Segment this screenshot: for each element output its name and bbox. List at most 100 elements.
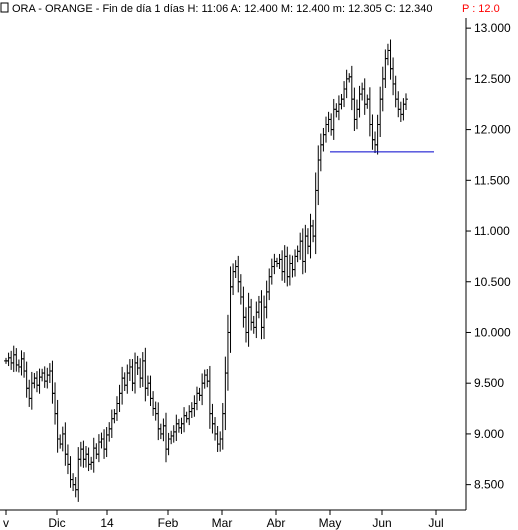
price-bar: [280, 250, 285, 281]
price-bar: [84, 445, 88, 468]
price-bar: [259, 290, 264, 340]
price-bar: [321, 127, 326, 152]
price-bar: [109, 409, 114, 438]
price-bar: [16, 359, 21, 373]
price-bar: [305, 228, 310, 255]
price-bar: [367, 87, 372, 137]
x-axis: v Dic 14 Feb Mar Abr May Jun Jul: [3, 510, 444, 530]
price-bar: [352, 87, 357, 132]
price-bar: [339, 93, 344, 110]
price-bar: [344, 69, 349, 99]
price-bar: [311, 219, 316, 243]
price-bar: [169, 430, 174, 445]
price-bar: [385, 43, 390, 66]
price-bar: [11, 345, 16, 373]
price-bar: [295, 245, 300, 263]
price-bar: [347, 73, 352, 83]
price-bar: [272, 253, 277, 275]
price-bar: [331, 98, 336, 140]
y-tick-label: 11.000: [474, 224, 510, 238]
price-bar: [158, 423, 163, 440]
price-bar: [45, 367, 50, 389]
price-bar: [60, 426, 65, 452]
price-bar: [14, 348, 19, 372]
x-tick-label: Abr: [267, 516, 286, 530]
price-bar: [380, 66, 385, 112]
price-bar: [99, 432, 104, 449]
price-bar: [24, 361, 29, 398]
price-bar: [9, 350, 14, 370]
x-tick-label: May: [319, 516, 342, 530]
x-tick-label: Feb: [158, 516, 179, 530]
price-bar: [298, 232, 303, 260]
price-bar: [120, 366, 125, 405]
price-bar: [89, 456, 94, 470]
price-bar: [171, 425, 176, 443]
price-bar: [91, 437, 96, 473]
price-bar: [401, 98, 406, 121]
price-bar: [189, 402, 194, 418]
price-bar: [34, 371, 39, 393]
chart-settings-icon[interactable]: [0, 2, 9, 13]
price-bar: [63, 422, 68, 466]
price-bar: [151, 391, 156, 416]
price-bar: [349, 65, 354, 111]
price-bar: [404, 93, 408, 111]
x-tick-label: v: [3, 516, 9, 530]
price-bar: [303, 224, 308, 273]
price-bar: [391, 57, 396, 96]
x-tick-label: Jun: [372, 516, 391, 530]
y-tick-label: 9.000: [474, 427, 504, 441]
price-bar: [205, 368, 210, 388]
price-bar: [182, 407, 187, 433]
price-bar: [308, 213, 313, 259]
price-bar: [53, 382, 58, 425]
price-bar: [138, 358, 143, 388]
price-bar: [228, 266, 233, 353]
price-bar: [388, 39, 393, 80]
price-bar: [145, 375, 150, 396]
price-bar: [336, 95, 341, 121]
price-bar: [76, 447, 81, 502]
price-bar: [104, 427, 109, 458]
price-bar: [161, 418, 166, 442]
x-tick-label: 14: [100, 516, 114, 530]
price-bar: [133, 352, 138, 394]
price-bar: [176, 418, 181, 433]
price-bar: [274, 257, 279, 268]
price-bar: [135, 355, 140, 375]
price-bar: [383, 49, 388, 88]
price-bar: [22, 352, 27, 378]
y-tick-label: 12.000: [474, 123, 511, 137]
price-bar: [223, 356, 228, 431]
price-bar: [354, 99, 359, 130]
price-bar: [32, 372, 37, 389]
price-bar: [81, 440, 86, 468]
price-bar: [122, 372, 127, 392]
price-bar: [342, 81, 347, 108]
price-bars: [4, 39, 408, 502]
price-bar: [179, 417, 184, 434]
price-bar: [398, 101, 403, 122]
chart-title: ORA - ORANGE - Fin de día 1 días H: 11:0…: [12, 3, 432, 15]
price-bar: [290, 255, 295, 278]
y-tick-label: 9.500: [474, 376, 504, 390]
x-tick-label: Dic: [48, 516, 65, 530]
chart-header: ORA - ORANGE - Fin de día 1 días H: 11:0…: [0, 2, 500, 15]
price-bar: [166, 432, 171, 456]
price-bar: [58, 434, 63, 449]
price-bar: [174, 414, 179, 442]
price-bar: [378, 86, 383, 137]
price-bar: [334, 103, 339, 118]
price-bar: [362, 78, 367, 115]
y-tick-label: 11.500: [474, 173, 510, 187]
price-bar: [264, 280, 269, 319]
price-bar: [73, 477, 78, 498]
price-bar: [27, 379, 32, 407]
price-bar: [225, 314, 230, 391]
price-bar: [148, 375, 153, 407]
price-bar: [143, 347, 148, 402]
y-axis: 8.500 9.000 9.500 10.000 10.500 11.000 11.500 1…: [466, 21, 511, 492]
price-bar: [313, 172, 318, 255]
price-bar: [202, 369, 207, 389]
